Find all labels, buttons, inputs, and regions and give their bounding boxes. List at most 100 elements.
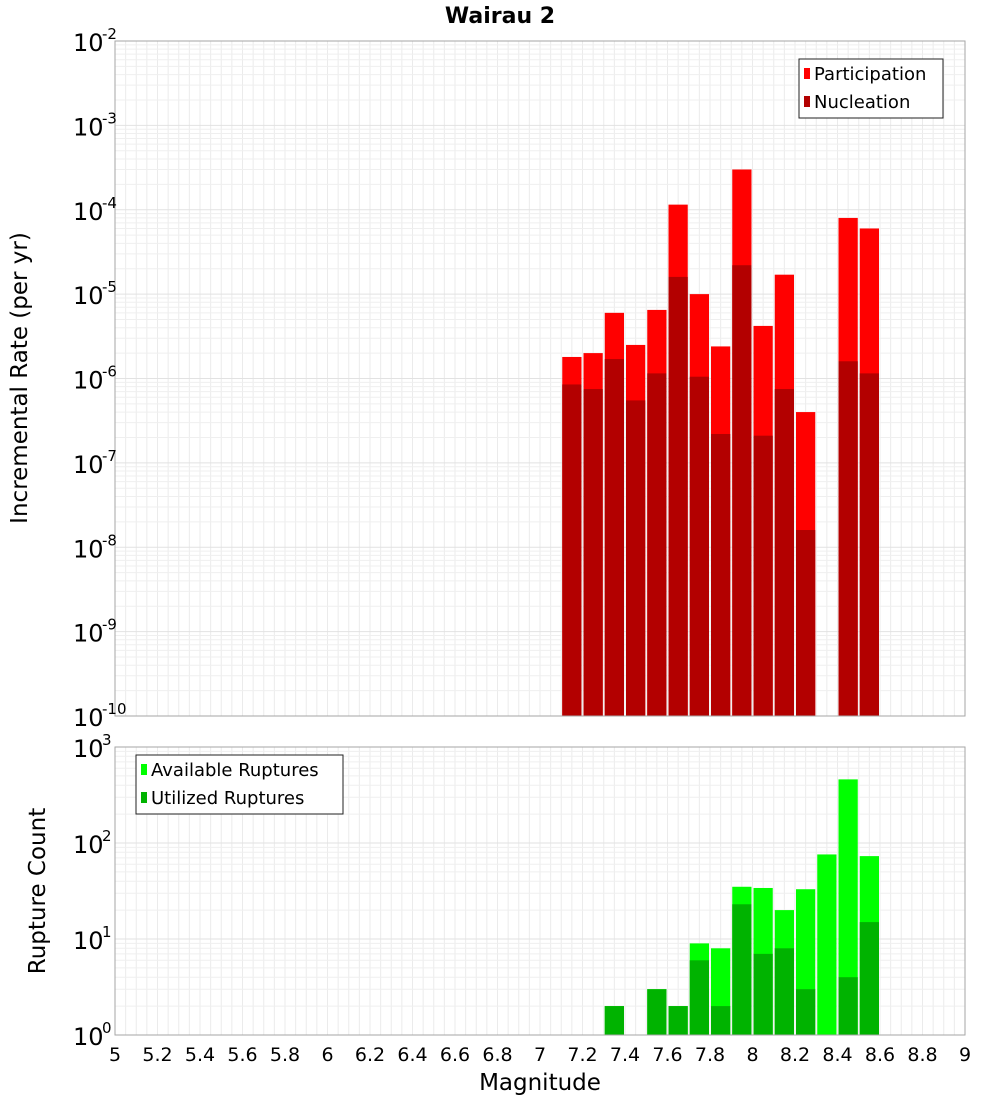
y-tick-label: 10 — [73, 1023, 104, 1051]
bar — [817, 854, 837, 1035]
y-tick-exponent: -10 — [102, 700, 127, 718]
bar — [604, 1006, 624, 1035]
legend-box — [798, 58, 944, 119]
x-tick-label: 7.4 — [610, 1044, 640, 1066]
x-tick-label: 7 — [534, 1044, 546, 1066]
plot-frame — [114, 40, 966, 717]
y-tick-label: 10 — [73, 451, 104, 479]
bar — [859, 922, 879, 1035]
bar — [796, 989, 816, 1035]
y-tick-exponent: 0 — [102, 1019, 112, 1037]
y-tick-label: 10 — [73, 367, 104, 395]
bar — [689, 376, 709, 716]
y-tick-label: 10 — [73, 620, 104, 648]
bar — [732, 265, 752, 716]
plot-frame — [114, 746, 966, 1036]
x-tick-label: 7.2 — [567, 1044, 597, 1066]
bar — [711, 433, 731, 716]
x-tick-label: 8.6 — [865, 1044, 895, 1066]
bar — [838, 779, 858, 1035]
y-tick-exponent: -7 — [102, 447, 117, 465]
legend-label: Participation — [814, 64, 926, 85]
x-tick-label: 8.4 — [822, 1044, 852, 1066]
bar — [668, 276, 688, 716]
y-tick-label: 10 — [73, 735, 104, 763]
legend-label: Available Ruptures — [151, 760, 319, 781]
bar — [689, 960, 709, 1035]
legend-label: Nucleation — [814, 92, 910, 113]
y-axis-label: Rupture Count — [25, 808, 51, 974]
bar — [711, 1006, 731, 1035]
x-tick-label: 7.8 — [695, 1044, 725, 1066]
legend: Participation Nucleation — [798, 58, 944, 119]
x-tick-label: 6.4 — [397, 1044, 427, 1066]
y-tick-label: 10 — [73, 535, 104, 563]
y-tick-label: 10 — [73, 198, 104, 226]
bar — [753, 953, 773, 1035]
bar — [796, 530, 816, 716]
y-tick-exponent: -2 — [102, 25, 117, 43]
y-tick-label: 10 — [73, 704, 104, 732]
legend-label: Utilized Ruptures — [151, 788, 304, 809]
y-tick-label: 10 — [73, 29, 104, 57]
legend-swatch — [804, 68, 810, 79]
grid — [114, 747, 966, 1036]
x-tick-label: 5.2 — [142, 1044, 172, 1066]
legend-box — [135, 754, 344, 815]
legend-swatch — [804, 96, 810, 107]
bar — [774, 948, 794, 1035]
y-tick-label: 10 — [73, 927, 104, 955]
chart-title: Wairau 2 — [445, 4, 555, 29]
bar — [583, 389, 603, 716]
x-tick-label: 5.6 — [227, 1044, 257, 1066]
bar — [838, 361, 858, 716]
bar — [604, 359, 624, 716]
bar — [838, 977, 858, 1035]
series-nucleation — [562, 265, 879, 716]
legend-swatch — [141, 764, 147, 775]
x-tick-label: 8.8 — [907, 1044, 937, 1066]
y-tick-label: 10 — [73, 113, 104, 141]
x-tick-label: 9 — [959, 1044, 971, 1066]
y-tick-exponent: -9 — [102, 616, 117, 634]
x-tick-label: 5.8 — [270, 1044, 300, 1066]
bar — [647, 373, 667, 716]
x-tick-label: 6.2 — [355, 1044, 385, 1066]
legend: Available Ruptures Utilized Ruptures — [135, 754, 344, 815]
bar — [668, 1006, 688, 1035]
y-tick-exponent: -8 — [102, 531, 117, 549]
x-tick-label: 8 — [746, 1044, 758, 1066]
bar — [774, 389, 794, 716]
x-tick-label: 7.6 — [652, 1044, 682, 1066]
x-axis: 5 5.2 5.4 5.6 5.8 6 6.2 6.4 6.6 6.8 7 7.2 7.4 7.6 7.8 8… — [109, 1044, 971, 1066]
x-tick-label: 6.8 — [482, 1044, 512, 1066]
y-tick-exponent: -4 — [102, 194, 117, 212]
bar — [626, 400, 646, 716]
x-tick-label: 6 — [321, 1044, 333, 1066]
y-tick-exponent: -3 — [102, 109, 117, 127]
y-tick-label: 10 — [73, 831, 104, 859]
y-axis-label: Incremental Rate (per yr) — [7, 232, 33, 524]
x-tick-label: 5 — [109, 1044, 121, 1066]
x-axis-label: Magnitude — [479, 1070, 601, 1096]
x-tick-label: 5.4 — [185, 1044, 215, 1066]
y-tick-exponent: 3 — [102, 731, 112, 749]
grid — [114, 41, 966, 717]
legend-swatch — [141, 792, 147, 803]
bar — [647, 989, 667, 1035]
series-utilized-ruptures — [604, 904, 879, 1035]
bar — [732, 904, 752, 1035]
y-tick-exponent: -5 — [102, 278, 117, 296]
rate-panel: 10-1010-910-810-710-610-510-410-310-2Inc… — [7, 25, 966, 732]
x-tick-label: 6.6 — [440, 1044, 470, 1066]
x-tick-label: 8.2 — [780, 1044, 810, 1066]
bar — [753, 435, 773, 716]
bar — [859, 373, 879, 716]
bar — [562, 384, 582, 716]
y-tick-exponent: 1 — [102, 923, 112, 941]
y-tick-label: 10 — [73, 282, 104, 310]
